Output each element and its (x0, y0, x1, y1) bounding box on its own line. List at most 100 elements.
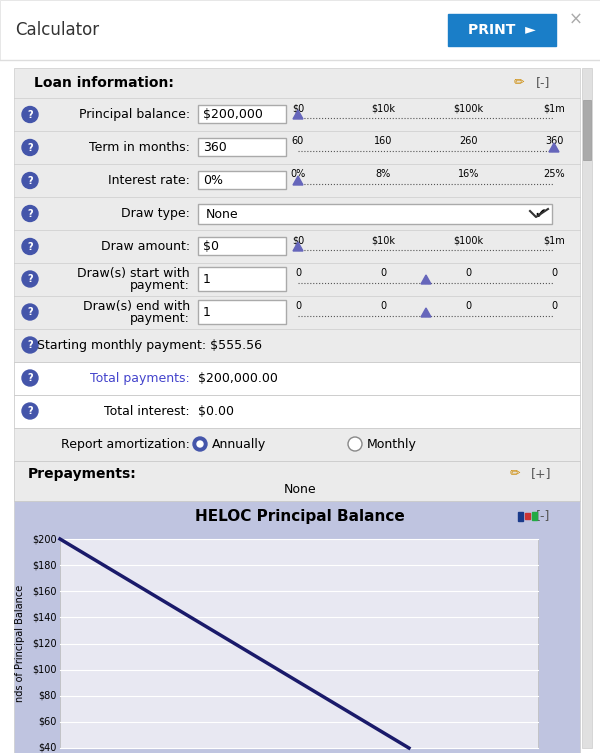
Text: 160: 160 (374, 136, 392, 146)
Text: ?: ? (27, 109, 33, 120)
Text: ✔: ✔ (534, 207, 546, 221)
Text: ×: × (569, 11, 583, 29)
Text: nds of Principal Balance: nds of Principal Balance (15, 585, 25, 702)
Bar (198, 138, 286, 156)
Circle shape (22, 206, 38, 221)
Bar (518, 511, 523, 520)
Text: 0: 0 (551, 268, 557, 278)
Text: Draw amount:: Draw amount: (101, 240, 190, 253)
Bar (198, 171, 286, 189)
Text: ?: ? (27, 274, 33, 284)
Text: $160: $160 (32, 587, 57, 596)
Circle shape (22, 370, 38, 386)
Circle shape (22, 403, 38, 419)
Circle shape (348, 437, 362, 451)
Text: 8%: 8% (376, 169, 391, 179)
Bar (14, 362, 580, 395)
Text: ?: ? (27, 373, 33, 383)
Text: 360: 360 (203, 141, 227, 154)
Text: PRINT  ►: PRINT ► (468, 23, 536, 37)
Text: $0.00: $0.00 (198, 404, 234, 417)
Text: ?: ? (27, 340, 33, 350)
Text: ?: ? (27, 242, 33, 252)
Text: $10k: $10k (371, 235, 395, 245)
Circle shape (22, 239, 38, 255)
Polygon shape (293, 242, 303, 251)
Text: Loan information:: Loan information: (34, 76, 174, 90)
Bar (0, 0, 600, 60)
Text: ✏: ✏ (514, 77, 524, 90)
Text: None: None (284, 483, 316, 495)
Bar (60, 539, 538, 748)
Text: $100k: $100k (454, 103, 484, 113)
Text: $100k: $100k (454, 235, 484, 245)
Text: Term in months:: Term in months: (89, 141, 190, 154)
Text: ?: ? (27, 307, 33, 317)
Bar (198, 267, 286, 291)
Text: 360: 360 (545, 136, 563, 146)
Bar (198, 237, 286, 255)
Bar (198, 300, 286, 324)
Text: 0: 0 (466, 301, 472, 311)
Text: Report amortization:: Report amortization: (61, 437, 190, 450)
Text: 16%: 16% (458, 169, 479, 179)
Text: $200: $200 (32, 534, 57, 544)
Text: HELOC Principal Balance: HELOC Principal Balance (195, 508, 405, 523)
Circle shape (22, 271, 38, 287)
Text: 0%: 0% (290, 169, 305, 179)
Text: Annually: Annually (212, 437, 266, 450)
Bar (448, 14, 556, 46)
Text: Principal balance:: Principal balance: (79, 108, 190, 121)
Bar (14, 68, 580, 500)
Bar (582, 68, 592, 748)
Text: $180: $180 (32, 560, 57, 570)
Text: $140: $140 (32, 612, 57, 623)
Text: ✏: ✏ (510, 468, 520, 480)
Text: 260: 260 (460, 136, 478, 146)
Text: $0: $0 (292, 235, 304, 245)
Text: 0: 0 (380, 268, 386, 278)
Bar (532, 512, 537, 520)
Text: Draw(s) end with: Draw(s) end with (83, 300, 190, 312)
Text: 0: 0 (551, 301, 557, 311)
Bar (14, 501, 580, 753)
Bar (525, 513, 530, 519)
Text: 25%: 25% (543, 169, 565, 179)
Text: ?: ? (27, 175, 33, 185)
Text: 0%: 0% (203, 173, 223, 187)
Bar (198, 204, 552, 224)
Text: $40: $40 (38, 743, 57, 753)
Circle shape (22, 337, 38, 353)
Text: Monthly: Monthly (367, 437, 417, 450)
Circle shape (22, 139, 38, 156)
Text: Draw(s) start with: Draw(s) start with (77, 267, 190, 279)
Polygon shape (293, 110, 303, 119)
Text: 0: 0 (380, 301, 386, 311)
Text: 0: 0 (295, 301, 301, 311)
Text: Starting monthly payment: $555.56: Starting monthly payment: $555.56 (37, 339, 262, 352)
Text: $80: $80 (38, 691, 57, 701)
Text: $100: $100 (32, 665, 57, 675)
Text: ?: ? (27, 406, 33, 416)
Text: Interest rate:: Interest rate: (108, 174, 190, 187)
Bar (583, 100, 591, 160)
Text: 1: 1 (203, 273, 211, 285)
Text: 60: 60 (292, 136, 304, 146)
Bar (14, 395, 580, 428)
Text: $1m: $1m (543, 235, 565, 245)
Text: ?: ? (27, 209, 33, 218)
Text: Total interest:: Total interest: (104, 404, 190, 417)
Circle shape (22, 172, 38, 188)
Text: payment:: payment: (130, 279, 190, 291)
Text: $0: $0 (203, 239, 219, 252)
Circle shape (22, 304, 38, 320)
Text: None: None (206, 208, 239, 221)
Text: ?: ? (27, 142, 33, 153)
Text: $200,000.00: $200,000.00 (198, 371, 278, 385)
Polygon shape (293, 176, 303, 185)
Bar (198, 105, 286, 123)
Text: 0: 0 (466, 268, 472, 278)
Circle shape (193, 437, 207, 451)
Polygon shape (421, 308, 431, 317)
Circle shape (22, 106, 38, 123)
